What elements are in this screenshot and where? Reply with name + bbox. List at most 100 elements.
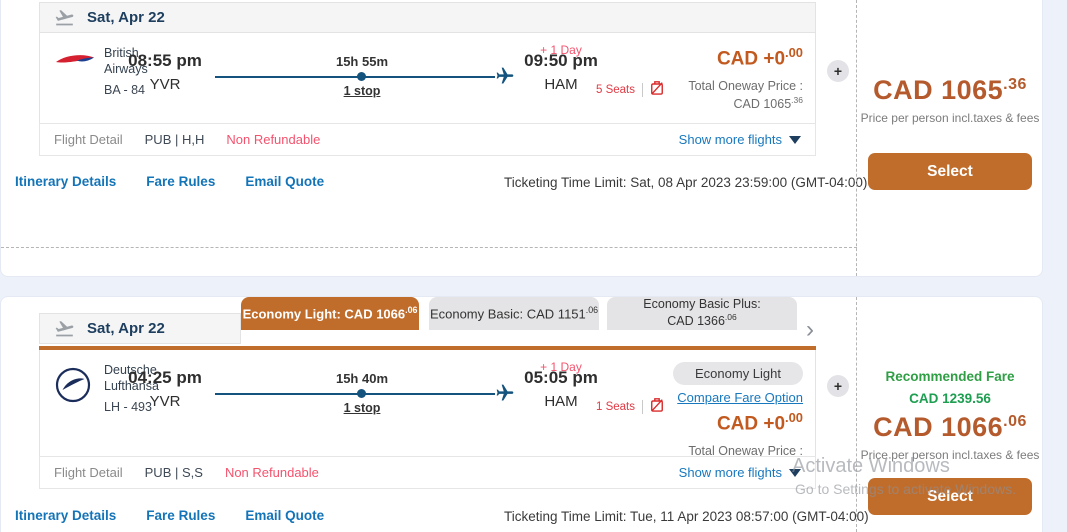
flight-detail-link[interactable]: Flight Detail <box>54 132 123 147</box>
add-flight-button[interactable]: + <box>827 375 849 397</box>
total-price-label: Total Oneway Price : <box>688 79 803 94</box>
recommended-fare-label: Recommended Fare <box>885 369 1015 384</box>
departure-airport: YVR <box>149 76 181 93</box>
select-flight-button[interactable]: Select <box>868 153 1032 190</box>
price-panel-2: Recommended Fare CAD 1239.56 CAD 1066.06… <box>857 297 1043 515</box>
tab-economy-basic[interactable]: Economy Basic: CAD 1151.06 <box>429 297 599 330</box>
airline-name: Deutsche Lufthansa LH - 493 <box>104 362 176 415</box>
email-quote-link[interactable]: Email Quote <box>245 174 325 189</box>
flight-number: BA - 84 <box>104 82 145 97</box>
fare-delta-price: CAD +0.00 <box>716 45 803 70</box>
date-header-2: Sat, Apr 22 <box>39 313 241 344</box>
tab-economy-basic-plus[interactable]: Economy Basic Plus: CAD 1366.06 <box>607 297 797 330</box>
price-note: Price per person incl.taxes & fees <box>860 111 1040 125</box>
action-links-2: Itinerary Details Fare Rules Email Quote <box>15 508 324 523</box>
flight-number: LH - 493 <box>104 399 152 414</box>
flight-segment-2: Deutsche Lufthansa LH - 493 04:25 pm YVR… <box>39 350 816 476</box>
seats-count: 1 Seats <box>596 401 635 413</box>
departure-date: Sat, Apr 22 <box>87 9 165 26</box>
per-person-price: CAD 1066.06 <box>873 412 1027 442</box>
fare-basis-code: PUB | S,S <box>144 465 203 480</box>
fare-rules-link[interactable]: Fare Rules <box>146 174 216 189</box>
stopover-dot-icon <box>357 389 366 398</box>
flight-line <box>215 76 495 78</box>
flight-takeoff-icon <box>54 7 75 28</box>
email-quote-link[interactable]: Email Quote <box>245 508 325 523</box>
total-price-value: CAD 1065.36 <box>733 95 803 112</box>
no-baggage-icon <box>650 396 664 418</box>
flight-duration: 15h 40m <box>335 371 389 386</box>
flight-footer-2: Flight Detail PUB | S,S Non Refundable S… <box>39 456 816 489</box>
panel-separator <box>856 297 857 532</box>
active-tab-underline <box>39 346 816 350</box>
flight-result-card-2: Sat, Apr 22 Economy Light: CAD 1066.06 E… <box>0 296 1043 532</box>
panel-separator <box>856 0 857 276</box>
fare-basis-code: PUB | H,H <box>144 132 205 147</box>
ticketing-time-limit: Ticketing Time Limit: Tue, 11 Apr 2023 0… <box>504 509 869 524</box>
itinerary-details-link[interactable]: Itinerary Details <box>15 174 117 189</box>
chevron-down-icon <box>789 468 801 477</box>
no-baggage-icon <box>650 79 664 101</box>
flight-footer-1: Flight Detail PUB | H,H Non Refundable S… <box>39 123 816 156</box>
per-person-price: CAD 1065.36 <box>873 75 1027 105</box>
tab-economy-light[interactable]: Economy Light: CAD 1066.06 <box>241 297 419 330</box>
divider <box>642 400 643 414</box>
action-links-1: Itinerary Details Fare Rules Email Quote <box>15 174 324 189</box>
arrival-time: 09:50 pm <box>524 51 598 70</box>
flight-detail-link[interactable]: Flight Detail <box>54 465 123 480</box>
show-more-flights-link[interactable]: Show more flights <box>679 465 801 480</box>
seats-info: 5 Seats <box>596 79 664 101</box>
departure-time: 04:25 pm <box>128 368 202 387</box>
show-more-flights-link[interactable]: Show more flights <box>679 132 801 147</box>
add-flight-button[interactable]: + <box>827 60 849 82</box>
flight-duration: 15h 55m <box>335 54 389 69</box>
flight-result-card-1: Sat, Apr 22 British Airways BA - 84 08:5… <box>0 0 1043 277</box>
flight-line <box>215 393 495 395</box>
arrival-time: 05:05 pm <box>524 368 598 387</box>
chevron-down-icon <box>789 135 801 144</box>
plus-one-day-badge: + 1 Day <box>540 43 582 57</box>
arrival-block: 05:05 pm HAM <box>518 368 604 410</box>
departure-airport: YVR <box>149 393 181 410</box>
stops-link[interactable]: 1 stop <box>343 401 381 415</box>
date-header-1: Sat, Apr 22 <box>39 2 816 33</box>
departure-block: 08:55 pm YVR <box>122 51 208 93</box>
flight-segment-1: British Airways BA - 84 08:55 pm YVR 15h… <box>39 33 816 123</box>
compare-fare-option-link[interactable]: Compare Fare Option <box>677 390 803 405</box>
fare-rules-link[interactable]: Fare Rules <box>146 508 216 523</box>
stops-link[interactable]: 1 stop <box>343 84 381 98</box>
ticketing-time-limit: Ticketing Time Limit: Sat, 08 Apr 2023 2… <box>504 175 868 190</box>
price-note: Price per person incl.taxes & fees <box>860 448 1040 462</box>
result-separator <box>1 247 857 248</box>
refundability-label: Non Refundable <box>226 132 321 147</box>
plane-icon <box>495 383 515 408</box>
departure-block: 04:25 pm YVR <box>122 368 208 410</box>
select-flight-button[interactable]: Select <box>868 478 1032 515</box>
arrival-airport: HAM <box>544 76 578 93</box>
flight-takeoff-icon <box>54 318 75 339</box>
fare-family-badge: Economy Light <box>673 362 803 385</box>
fare-delta-price: CAD +0.00 <box>716 410 803 435</box>
itinerary-details-link[interactable]: Itinerary Details <box>15 508 117 523</box>
seats-count: 5 Seats <box>596 84 635 96</box>
seats-info: 1 Seats <box>596 396 664 418</box>
departure-time: 08:55 pm <box>128 51 202 70</box>
departure-date: Sat, Apr 22 <box>87 320 165 337</box>
refundability-label: Non Refundable <box>224 465 319 480</box>
total-price-label: Total Oneway Price : <box>688 444 803 459</box>
plus-one-day-badge: + 1 Day <box>540 360 582 374</box>
arrival-airport: HAM <box>544 393 578 410</box>
flight-path: 15h 55m 1 stop <box>215 33 514 123</box>
lufthansa-logo-icon <box>54 366 92 409</box>
arrival-block: 09:50 pm HAM <box>518 51 604 93</box>
price-panel-1: CAD 1065.36 Price per person incl.taxes … <box>857 0 1043 190</box>
plane-icon <box>495 66 515 91</box>
stopover-dot-icon <box>357 72 366 81</box>
flight-path: 15h 40m 1 stop <box>215 350 514 440</box>
divider <box>642 83 643 97</box>
recommended-fare-price: CAD 1239.56 <box>909 391 991 406</box>
price-column: CAD +0.00 Total Oneway Price : CAD 1065.… <box>688 45 803 111</box>
british-airways-logo-icon <box>54 49 96 76</box>
tabs-next-chevron-icon[interactable]: › <box>806 315 814 343</box>
